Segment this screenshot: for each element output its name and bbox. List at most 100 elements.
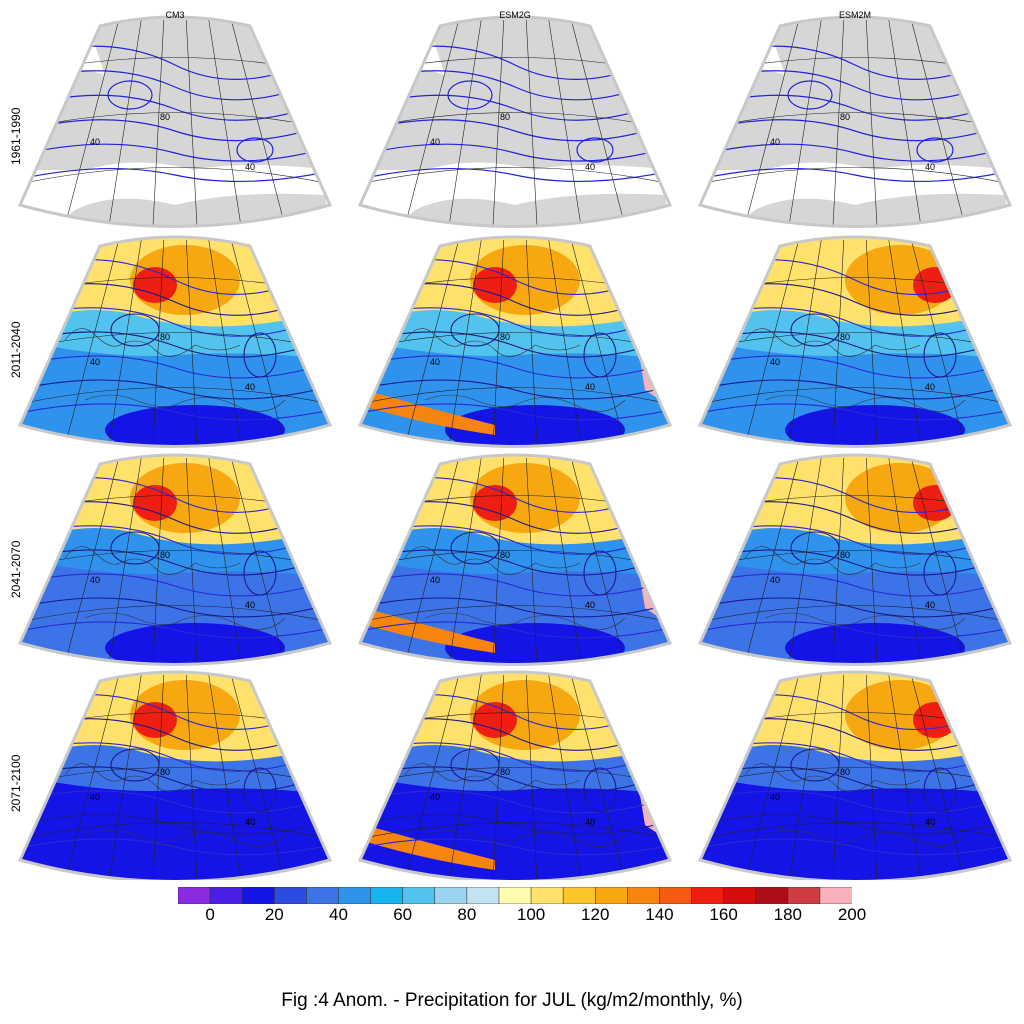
map-frame [357,453,673,666]
contour-label: 80 [500,332,510,342]
map-frame [17,453,333,666]
contour-label: 40 [585,600,595,610]
contour-label: 80 [160,332,170,342]
row-label-2041-2070: 2041-2070 [9,540,23,598]
colorbar-tick-label: 200 [837,905,867,924]
colorbar-bin [659,887,693,904]
contour-label: 80 [160,767,170,777]
colorbar-bin [755,887,789,904]
contour-label: 80 [500,550,510,560]
contour-label: 40 [770,357,780,367]
colorbar-bin [370,887,404,904]
colorbar-bin [498,887,532,904]
contour-label: 40 [245,817,255,827]
map-panel [700,672,1010,880]
colorbar-bin [787,887,821,904]
colorbar-bin [402,887,436,904]
column-label-cm3: CM3 [165,10,185,20]
contour-label: 40 [925,600,935,610]
map-panel [360,455,670,665]
map-panel [20,17,330,227]
map-panel [360,17,670,227]
map-frame [697,670,1013,880]
contour-label: 40 [430,575,440,585]
map-frame [357,670,673,880]
map-frame [697,235,1013,448]
contour-label: 40 [925,382,935,392]
colorbar [178,887,852,904]
contour-label: 40 [90,792,100,802]
contour-label: 80 [840,332,850,342]
map-panel [700,455,1010,665]
contour-label: 40 [770,137,780,147]
contour-label: 40 [90,575,100,585]
map-panel [20,672,330,880]
colorbar-bin [530,887,564,904]
colorbar-tick-label: 100 [516,905,546,924]
contour-label: 40 [585,382,595,392]
contour-label: 80 [840,112,850,122]
contour-label: 40 [770,792,780,802]
colorbar-tick-label: 80 [457,905,477,924]
colorbar-tick-label: 160 [709,905,738,924]
colorbar-bin [466,887,500,904]
colorbar-bin [178,887,211,904]
map-panel [20,237,330,447]
colorbar-bin [562,887,597,904]
column-label-esm2g: ESM2G [499,10,531,20]
row-label-1961-1990: 1961-1990 [9,107,23,165]
colorbar-bin [723,887,757,904]
map-panel [700,17,1010,227]
column-label-esm2m: ESM2M [838,10,871,20]
colorbar-tick-label: 40 [329,905,348,924]
map-frame [17,235,333,448]
contour-label: 80 [840,767,850,777]
contour-label: 40 [430,792,440,802]
colorbar-bin [338,887,372,904]
contour-label: 40 [925,162,935,172]
contour-label: 80 [500,112,510,122]
contour-label: 40 [430,137,440,147]
map-frame [357,235,673,448]
contour-label: 40 [770,575,780,585]
map-panel [700,237,1010,447]
map-frame [17,670,333,880]
colorbar-bin [273,887,308,904]
map-frame [697,15,1013,228]
contour-label: 40 [90,357,100,367]
contour-label: 80 [160,112,170,122]
colorbar-bin [627,887,661,904]
colorbar-bin [594,887,629,904]
map-frame [17,15,333,228]
colorbar-tick-label: 0 [205,905,215,924]
colorbar-tick-label: 120 [581,905,610,924]
row-label-2071-2100: 2071-2100 [9,754,23,812]
row-label-2011-2040: 2011-2040 [9,321,23,379]
figure-caption: Fig :4 Anom. - Precipitation for JUL (kg… [281,990,743,1011]
contour-label: 80 [160,550,170,560]
contour-label: 40 [245,382,255,392]
contour-label: 40 [925,817,935,827]
colorbar-tick-label: 180 [773,905,802,924]
contour-label: 40 [430,357,440,367]
map-frame [697,453,1013,666]
map-panel [360,237,670,447]
colorbar-tick-label: 140 [645,905,674,924]
map-grid: 40 80 40 40 80 40 40 80 40 40 80 40 40 80 40 40 80 40 40 80… [17,15,1013,880]
contour-label: 40 [585,162,595,172]
contour-label: 80 [840,550,850,560]
contour-label: 40 [585,817,595,827]
colorbar-tick-label: 60 [393,905,413,924]
map-panel [20,455,330,665]
colorbar-tick-label: 20 [264,905,284,924]
map-frame [357,15,673,228]
map-panel [360,672,670,880]
contour-label: 40 [245,600,255,610]
colorbar-bin [819,887,852,904]
colorbar-bin [691,887,725,904]
colorbar-bin [209,887,243,904]
colorbar-bin [434,887,468,904]
contour-label: 40 [90,137,100,147]
contour-label: 40 [245,162,255,172]
